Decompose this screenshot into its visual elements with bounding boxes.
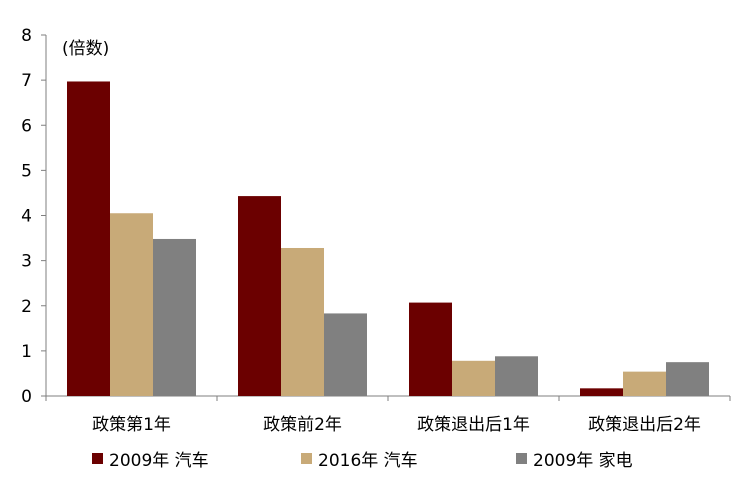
- legend-swatch: [516, 453, 527, 464]
- y-tick-label: 0: [21, 387, 32, 407]
- bar: [452, 360, 495, 396]
- x-category-label: 政策退出后2年: [588, 415, 701, 435]
- y-tick-label: 8: [21, 26, 32, 46]
- y-tick-label: 2: [21, 297, 32, 317]
- bar: [153, 238, 196, 396]
- legend-swatch: [92, 453, 103, 464]
- bar: [238, 196, 281, 396]
- bar: [623, 371, 666, 396]
- x-category-label: 政策退出后1年: [417, 415, 530, 435]
- bar: [666, 362, 709, 396]
- bars: [67, 81, 709, 396]
- y-unit-label: (倍数): [62, 39, 109, 59]
- legend-label: 2016年 汽车: [318, 451, 418, 471]
- y-tick-label: 6: [21, 116, 32, 136]
- y-tick-label: 7: [21, 71, 32, 91]
- bar: [495, 356, 538, 396]
- x-axis: 政策第1年 政策前2年 政策退出后1年 政策退出后2年: [45, 395, 731, 435]
- bar: [67, 81, 110, 396]
- legend-swatch: [301, 453, 312, 464]
- legend-label: 2009年 家电: [533, 451, 633, 471]
- bar: [324, 313, 367, 396]
- y-tick-label: 4: [21, 207, 32, 227]
- bar: [409, 302, 452, 396]
- bar: [580, 388, 623, 396]
- y-axis: 0 1 2 3 4 5 6 7 8: [21, 26, 47, 407]
- legend: 2009年 汽车 2016年 汽车 2009年 家电: [92, 451, 633, 471]
- x-category-label: 政策第1年: [92, 415, 171, 435]
- y-tick-label: 5: [21, 161, 32, 181]
- y-tick-label: 3: [21, 252, 32, 272]
- x-category-label: 政策前2年: [263, 415, 342, 435]
- legend-label: 2009年 汽车: [109, 451, 209, 471]
- bar: [110, 213, 153, 396]
- y-tick-label: 1: [21, 342, 32, 362]
- bar: [281, 247, 324, 396]
